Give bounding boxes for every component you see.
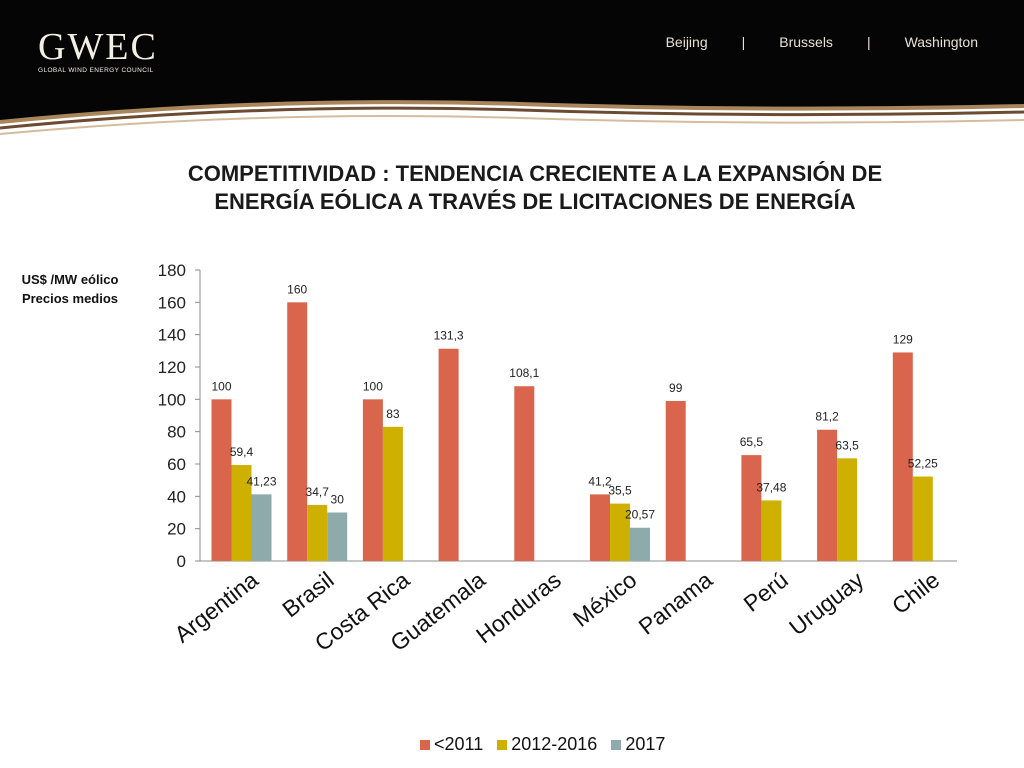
legend-label: 2017 (625, 734, 666, 754)
y-tick-label: 120 (158, 358, 186, 377)
bar (817, 429, 838, 561)
y-tick-label: 140 (158, 326, 186, 345)
data-label: 160 (287, 282, 307, 296)
office-nav: Beijing | Brussels | Washington (666, 34, 978, 50)
legend-swatch (420, 739, 430, 750)
chart-legend: <2011 2012-2016 2017 (420, 734, 679, 755)
bar (362, 399, 383, 561)
bar (741, 455, 762, 561)
data-label: 20,57 (625, 508, 655, 522)
slide-title-line-1: COMPETITIVIDAD : TENDENCIA CRECIENTE A L… (187, 161, 883, 186)
bar (287, 302, 308, 561)
y-tick-label: 20 (167, 520, 186, 539)
data-label: 131,3 (434, 329, 464, 343)
y-tick-label: 180 (158, 261, 186, 280)
bar (630, 527, 650, 561)
y-axis-label-line-2: Precios medios (21, 291, 119, 306)
nav-item-washington: Washington (904, 34, 978, 50)
data-label: 99 (669, 381, 683, 395)
logo-text: GWEC (38, 26, 158, 68)
x-tick-label: Uruguay (784, 566, 869, 640)
data-label: 63,5 (835, 438, 859, 452)
data-label: 100 (363, 379, 383, 393)
legend-label: <2011 (434, 734, 484, 754)
data-label: 41,23 (246, 474, 276, 488)
bar (211, 399, 232, 561)
data-label: 30 (331, 493, 345, 507)
x-tick-label: Perú (739, 566, 793, 616)
y-axis-label: US$ /MW eólico Precios medios (8, 270, 132, 308)
data-label: 52,25 (908, 457, 938, 471)
bar (892, 352, 913, 561)
data-label: 59,4 (230, 445, 254, 459)
data-label: 81,2 (815, 410, 839, 424)
bar (665, 400, 686, 561)
y-tick-label: 0 (177, 552, 186, 571)
y-tick-label: 80 (167, 423, 186, 442)
nav-item-brussels: Brussels (779, 34, 833, 50)
data-label: 83 (386, 407, 400, 421)
bar (837, 458, 858, 561)
gwec-logo: GWEC GLOBAL WIND ENERGY COUNCIL (38, 28, 158, 74)
bar (327, 512, 348, 561)
legend-swatch (497, 739, 508, 750)
x-tick-label: México (568, 566, 641, 631)
bar (307, 504, 328, 561)
x-tick-label: Chile (887, 566, 944, 619)
data-label: 129 (893, 332, 913, 346)
logo-subtitle: GLOBAL WIND ENERGY COUNCIL (38, 67, 154, 74)
bar (251, 494, 272, 561)
bar (912, 476, 933, 561)
data-label: 108,1 (509, 366, 539, 380)
nav-separator: | (741, 34, 746, 50)
header-banner: GWEC GLOBAL WIND ENERGY COUNCIL Beijing … (0, 0, 1024, 150)
data-label: 100 (211, 379, 231, 393)
y-tick-label: 100 (158, 390, 186, 409)
bar (610, 503, 630, 561)
legend-label: 2012-2016 (511, 734, 598, 754)
data-label: 41,2 (588, 474, 612, 488)
data-label: 37,48 (756, 480, 786, 494)
legend-item: <2011 (420, 734, 483, 755)
x-tick-label: Argentina (169, 566, 263, 647)
bar-chart: 0 20 40 60 80 100 120 140 160 180 100 59,4 41,23 Arge… (158, 261, 957, 656)
legend-swatch (611, 739, 622, 750)
y-tick-label: 160 (158, 293, 186, 312)
y-tick-label: 40 (167, 487, 186, 506)
legend-item: 2017 (611, 734, 665, 755)
x-tick-label: Panama (634, 566, 718, 639)
nav-separator: | (866, 34, 871, 50)
data-label: 35,5 (608, 484, 632, 498)
bar (438, 348, 459, 561)
nav-item-beijing: Beijing (665, 34, 708, 50)
legend-item: 2012-2016 (497, 734, 597, 755)
slide-title: COMPETITIVIDAD : TENDENCIA CRECIENTE A L… (70, 160, 1000, 216)
x-tick-label: Brasil (277, 566, 338, 622)
y-tick-label: 60 (167, 455, 186, 474)
slide-title-line-2: ENERGÍA EÓLICA A TRAVÉS DE LICITACIONES … (214, 189, 856, 214)
bar (231, 464, 252, 561)
bar (761, 500, 782, 561)
bar (590, 494, 610, 561)
x-tick-label: Honduras (471, 566, 566, 648)
data-label: 65,5 (740, 435, 764, 449)
bar (382, 426, 403, 561)
y-axis-label-line-1: US$ /MW eólico (21, 272, 119, 287)
data-label: 34,7 (306, 485, 330, 499)
bar (514, 386, 535, 561)
header-background (0, 0, 1024, 135)
